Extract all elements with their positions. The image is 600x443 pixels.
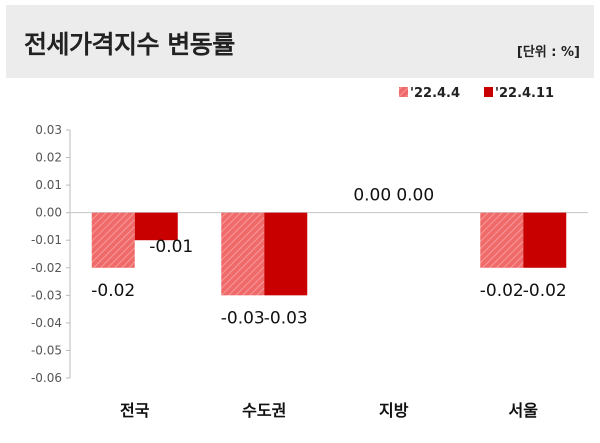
legend-swatch: [484, 87, 493, 97]
bar: [523, 212, 567, 268]
y-tick-label: -0.04: [31, 316, 62, 330]
chart-header: 전세가격지수 변동률 [단위 : %]: [6, 5, 594, 78]
data-label: 0.00: [353, 186, 391, 206]
y-tick-label: -0.05: [31, 343, 62, 357]
y-tick-label: -0.03: [31, 288, 62, 302]
y-tick-label: 0.01: [35, 178, 62, 192]
data-label: -0.02: [91, 281, 135, 301]
data-label: 0.00: [396, 186, 434, 206]
y-tick-label: 0.00: [35, 206, 62, 220]
y-tick-label: 0.03: [35, 123, 62, 137]
bar: [91, 212, 135, 268]
y-tick-label: 0.02: [35, 151, 62, 165]
bar: [480, 212, 524, 268]
category-label: 서울: [509, 401, 539, 420]
category-label: 지방: [379, 401, 409, 420]
legend-label: '22.4.4: [410, 86, 460, 101]
category-label: 전국: [120, 401, 150, 420]
data-label: -0.03: [221, 308, 265, 328]
bar: [221, 212, 265, 296]
unit-label: [단위 : %]: [516, 45, 580, 60]
legend-swatch: [399, 87, 408, 97]
bar: [264, 212, 308, 296]
data-label: -0.03: [264, 308, 308, 328]
data-label: -0.01: [149, 237, 193, 257]
y-tick-label: -0.06: [31, 371, 62, 385]
y-tick-label: -0.01: [31, 233, 62, 247]
data-label: -0.02: [523, 281, 567, 301]
y-tick-label: -0.02: [31, 261, 62, 275]
legend-label: '22.4.11: [495, 86, 554, 101]
bar: [134, 212, 178, 241]
data-label: -0.02: [480, 281, 524, 301]
chart-title: 전세가격지수 변동률: [24, 30, 235, 59]
category-label: 수도권: [242, 401, 286, 420]
